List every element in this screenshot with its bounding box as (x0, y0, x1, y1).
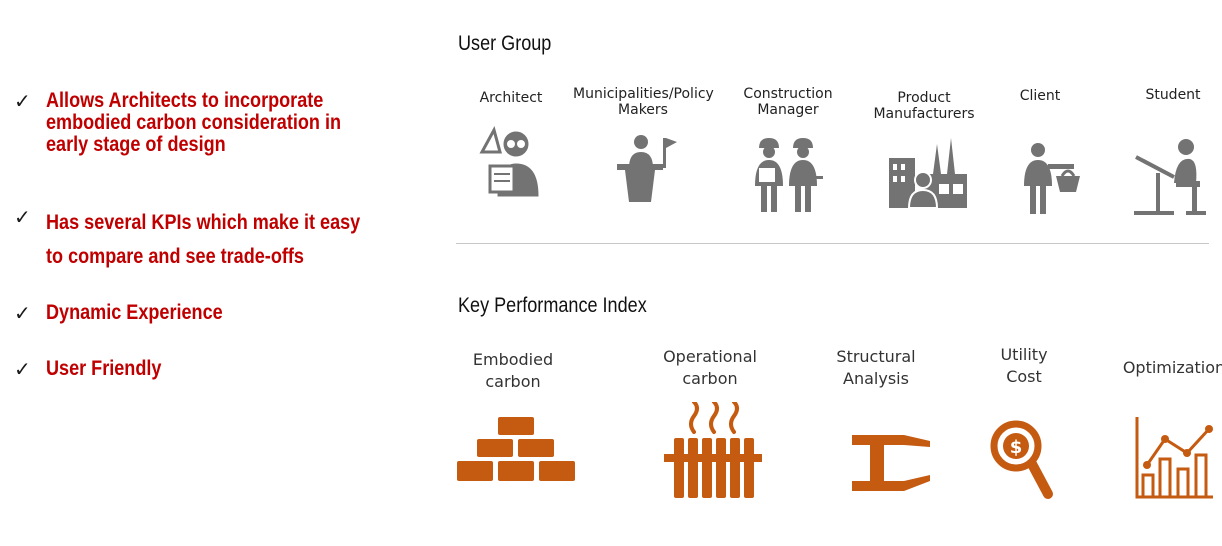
user-label-manufacturers: Product Manufacturers (873, 90, 975, 122)
factory-icon (889, 138, 967, 209)
kpi-label-optimization: Optimization (1122, 358, 1222, 377)
feature-text: Has several KPIs which make it easy to c… (46, 211, 361, 268)
section-divider (456, 243, 1209, 244)
policy-maker-icon (617, 135, 677, 202)
kpi-label-utility: Utility Cost (1000, 345, 1048, 386)
svg-text:$: $ (1010, 437, 1023, 458)
radiator-icon (664, 402, 762, 498)
user-label-construction: Construction Manager (743, 86, 833, 118)
check-mark-icon: ✓ (14, 205, 31, 229)
kpi-title: Key Performance Index (458, 294, 647, 317)
check-mark-icon: ✓ (14, 301, 31, 325)
feature-text: User Friendly (46, 357, 162, 380)
dollar-magnifier-icon: $ (990, 420, 1053, 499)
feature-item: ✓ Dynamic Experience (14, 301, 446, 325)
student-drafting-icon (1134, 139, 1206, 215)
kpi-label-structural: Structural Analysis (836, 347, 916, 388)
feature-text: Allows Architects to incorporate embodie… (46, 89, 342, 156)
check-mark-icon: ✓ (14, 89, 31, 113)
user-label-policy: Municipalities/Policy Makers (573, 86, 714, 118)
client-basket-icon (1024, 143, 1080, 214)
kpi-label-embodied: Embodied carbon (472, 350, 554, 391)
steel-beam-icon (852, 435, 930, 491)
feature-text: Dynamic Experience (46, 301, 223, 324)
check-mark-icon: ✓ (14, 357, 31, 381)
user-label-client: Client (1019, 88, 1061, 104)
bar-chart-trend-icon (1135, 417, 1213, 499)
feature-item: ✓ Has several KPIs which make it easy to… (14, 206, 446, 274)
architect-icon (479, 126, 539, 197)
feature-item: ✓ Allows Architects to incorporate embod… (14, 90, 446, 156)
feature-item: ✓ User Friendly (14, 357, 446, 381)
user-label-student: Student (1145, 87, 1201, 103)
construction-workers-icon (755, 138, 823, 212)
user-group-title: User Group (458, 32, 552, 55)
bricks-icon (457, 417, 575, 481)
kpi-label-operational: Operational carbon (663, 347, 757, 388)
user-label-architect: Architect (479, 90, 543, 106)
